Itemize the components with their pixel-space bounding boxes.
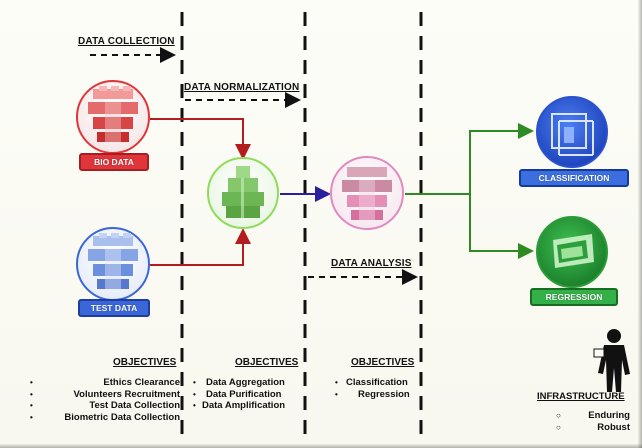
objectives-normalization-list: • Data Aggregation • Data Purification • Da… (193, 377, 305, 412)
list-item: • Data Purification (193, 388, 282, 400)
stage-dividers (180, 12, 423, 440)
cube-diagram-icon (551, 113, 594, 156)
infrastructure-title: INFRASTRUCTURE (537, 391, 625, 402)
bio-data-badge: BIO DATA (79, 153, 149, 171)
classification-badge: CLASSIFICATION (519, 169, 629, 187)
stacked-database-icon (88, 233, 138, 289)
regression-node (536, 216, 608, 288)
list-item: • Volunteers Recruitment (30, 388, 180, 400)
list-item: • Ethics Clearance (30, 377, 180, 388)
stage-title-collection: DATA COLLECTION (78, 36, 175, 47)
stacked-boxes-icon (222, 166, 264, 218)
bio-to-normalizer-arrow (150, 118, 251, 160)
classification-node (536, 96, 608, 168)
test-data-node (76, 227, 150, 301)
analyzer-to-regression-arrow (469, 194, 534, 259)
test-data-badge: TEST DATA (78, 299, 150, 317)
list-item: ○ Enduring (556, 410, 630, 421)
objectives-analysis-title: OBJECTIVES (351, 357, 415, 368)
stacked-database-icon (88, 86, 138, 142)
stage-title-analysis: DATA ANALYSIS (331, 258, 412, 269)
list-item: • Biometric Data Collection (30, 411, 180, 423)
objectives-collection-title: OBJECTIVES (113, 357, 177, 368)
list-item: • Data Amplification (193, 400, 286, 411)
bio-data-node (76, 80, 150, 154)
analyzer-node (330, 156, 404, 230)
stacked-database-icon (342, 167, 392, 220)
normalizer-node (207, 157, 279, 229)
regression-badge: REGRESSION (530, 288, 618, 306)
list-item: • Data Aggregation (193, 377, 285, 388)
objectives-normalization-title: OBJECTIVES (235, 357, 299, 368)
stage-title-normalization: DATA NORMALIZATION (184, 82, 300, 93)
objectives-collection-list: • Ethics Clearance • Volunteers Recruitmen… (30, 377, 180, 423)
list-item: • Regression (335, 388, 410, 400)
list-item: • Test Data Collection (30, 400, 180, 411)
objectives-analysis-list: • Classification • Regression (335, 377, 425, 400)
presenter-silhouette-icon (593, 329, 630, 392)
list-item: • Classification (335, 377, 408, 388)
regression-shape-icon (553, 234, 594, 268)
test-to-normalizer-arrow (150, 228, 251, 266)
infrastructure-list: ○ Enduring ○ Robust (556, 410, 632, 433)
analyzer-to-classification-arrow (405, 123, 534, 195)
list-item: ○ Robust (556, 421, 630, 433)
